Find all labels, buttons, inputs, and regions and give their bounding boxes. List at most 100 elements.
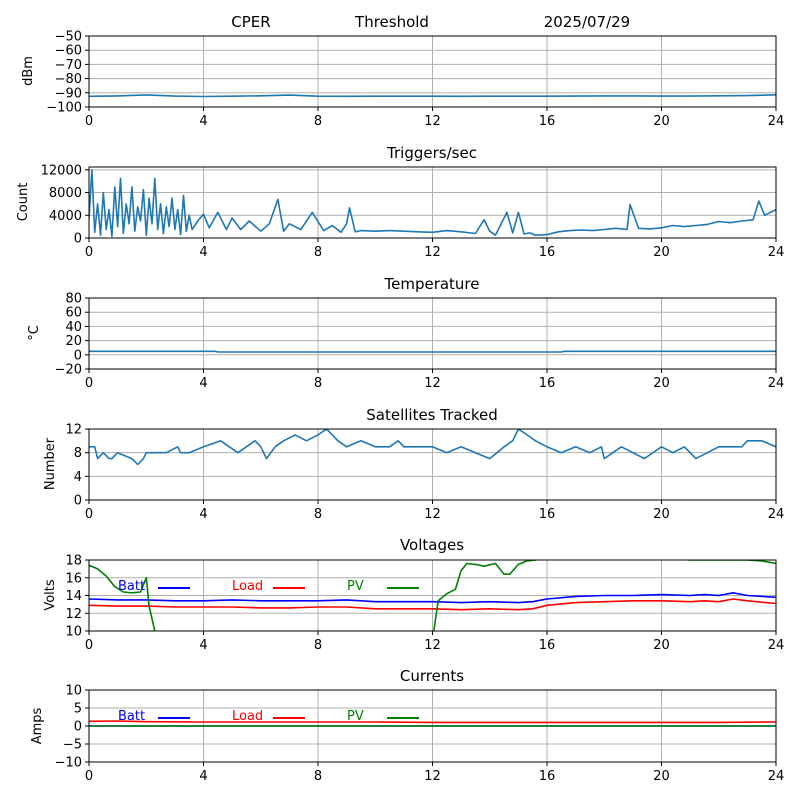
series-line <box>89 94 776 98</box>
panel-triggers: Triggers/sec Count <box>16 144 477 221</box>
legend-label-load: Load <box>232 579 263 594</box>
y-axis-label: Count <box>16 183 31 222</box>
y-tick-label: −70 <box>55 58 82 73</box>
plot-satellites: 0 4 8 12 16 20 24 0 4 8 12 <box>65 423 784 523</box>
x-tick-label: 0 <box>85 376 93 391</box>
series-group <box>89 429 776 466</box>
x-tick-label: 12 <box>424 769 441 784</box>
x-tick-label: 24 <box>768 245 785 260</box>
y-tick-label: 10 <box>65 625 82 640</box>
legend-label-batt: Batt <box>118 579 145 594</box>
date-label: 2025/07/29 <box>544 13 630 31</box>
y-tick-label: 18 <box>65 554 82 569</box>
y-tick-label: 12000 <box>41 163 82 178</box>
x-tick-label: 24 <box>768 114 785 129</box>
series-line-load <box>89 598 776 611</box>
legend-label-pv: PV <box>347 709 364 724</box>
figure-header: CPER Threshold 2025/07/29 <box>231 13 630 31</box>
y-tick-label: 80 <box>65 292 82 307</box>
y-tick-label: 5 <box>74 702 82 717</box>
y-axis-label: Number <box>43 437 58 490</box>
x-tick-label: 4 <box>199 507 207 522</box>
y-tick-label: 12 <box>65 423 82 438</box>
y-tick-label: −60 <box>55 44 82 59</box>
x-tick-label: 0 <box>85 638 93 653</box>
x-tick-label: 24 <box>768 507 785 522</box>
x-tick-label: 20 <box>653 638 670 653</box>
x-tick-label: 16 <box>539 376 556 391</box>
y-tick-label: 14 <box>65 589 82 604</box>
panel-threshold: dBm <box>21 56 36 86</box>
x-tick-label: 12 <box>424 507 441 522</box>
y-tick-label: 8000 <box>49 186 82 201</box>
y-tick-label: −50 <box>55 30 82 45</box>
x-tick-label: 0 <box>85 769 93 784</box>
x-tick-label: 20 <box>653 507 670 522</box>
series-group <box>89 560 776 631</box>
x-tick-label: 0 <box>85 245 93 260</box>
x-tick-label: 8 <box>314 769 322 784</box>
y-tick-label: −5 <box>63 738 82 753</box>
y-tick-label: 0 <box>74 348 82 363</box>
x-tick-label: 8 <box>314 114 322 129</box>
y-axis-label: °C <box>27 325 42 341</box>
x-tick-label: 20 <box>653 376 670 391</box>
x-tick-label: 8 <box>314 638 322 653</box>
plot-voltages: 0 4 8 12 16 20 24 10 12 14 16 18 Batt Load PV <box>65 554 785 654</box>
y-tick-label: −20 <box>55 363 82 378</box>
series-group <box>89 720 776 727</box>
x-tick-label: 4 <box>199 114 207 129</box>
x-tick-label: 8 <box>314 507 322 522</box>
x-tick-label: 16 <box>539 507 556 522</box>
y-tick-label: 16 <box>65 571 82 586</box>
panel-title: Voltages <box>400 536 464 554</box>
series-line <box>89 169 776 238</box>
y-tick-label: 0 <box>74 720 82 735</box>
panel-temperature: Temperature °C <box>27 275 480 341</box>
series-group <box>89 350 776 353</box>
panel-voltages: Voltages Volts <box>43 536 464 611</box>
x-tick-label: 16 <box>539 245 556 260</box>
y-tick-label: 0 <box>74 494 82 509</box>
y-tick-label: 8 <box>74 446 82 461</box>
legend-label-pv: PV <box>347 579 364 594</box>
x-tick-label: 24 <box>768 638 785 653</box>
y-tick-label: 4000 <box>49 209 82 224</box>
y-axis-label: Amps <box>30 707 45 744</box>
panel-title: Temperature <box>383 275 479 293</box>
panel-title: Currents <box>400 667 464 685</box>
y-tick-label: 60 <box>65 306 82 321</box>
x-tick-label: 8 <box>314 245 322 260</box>
y-tick-label: 20 <box>65 334 82 349</box>
legend-label-load: Load <box>232 709 263 724</box>
y-tick-label: −80 <box>55 72 82 87</box>
panel-satellites: Satellites Tracked Number <box>43 406 498 490</box>
x-tick-label: 4 <box>199 638 207 653</box>
y-axis-label: dBm <box>21 56 36 86</box>
x-tick-label: 4 <box>199 769 207 784</box>
x-tick-label: 16 <box>539 638 556 653</box>
x-tick-label: 4 <box>199 245 207 260</box>
x-tick-label: 0 <box>85 507 93 522</box>
x-tick-label: 16 <box>539 114 556 129</box>
x-tick-label: 12 <box>424 245 441 260</box>
y-tick-label: 4 <box>74 470 82 485</box>
y-tick-label: 40 <box>65 320 82 335</box>
x-tick-label: 24 <box>768 376 785 391</box>
x-tick-label: 12 <box>424 114 441 129</box>
y-tick-label: 0 <box>74 232 82 247</box>
y-tick-label: −90 <box>55 86 82 101</box>
plot-threshold: 0 4 8 12 16 20 24 −100−90−80−70−60−50 <box>46 30 784 130</box>
x-tick-label: 12 <box>424 376 441 391</box>
series-group <box>89 94 776 98</box>
x-tick-label: 20 <box>653 769 670 784</box>
panel-currents: Currents Amps <box>30 667 464 744</box>
panel-title: Satellites Tracked <box>366 406 497 424</box>
plot-currents: 0 4 8 12 16 20 24 −10 −5 0 5 10 Batt Load PV <box>55 684 785 785</box>
mode-label: Threshold <box>354 13 429 31</box>
plot-layer: 0 4 8 12 16 20 24−100−90−80−70−60−500 4 8 12 16 20 2… <box>41 30 785 785</box>
y-tick-label: 10 <box>65 684 82 699</box>
x-tick-label: 20 <box>653 114 670 129</box>
y-axis-label: Volts <box>43 579 58 611</box>
x-tick-label: 16 <box>539 769 556 784</box>
